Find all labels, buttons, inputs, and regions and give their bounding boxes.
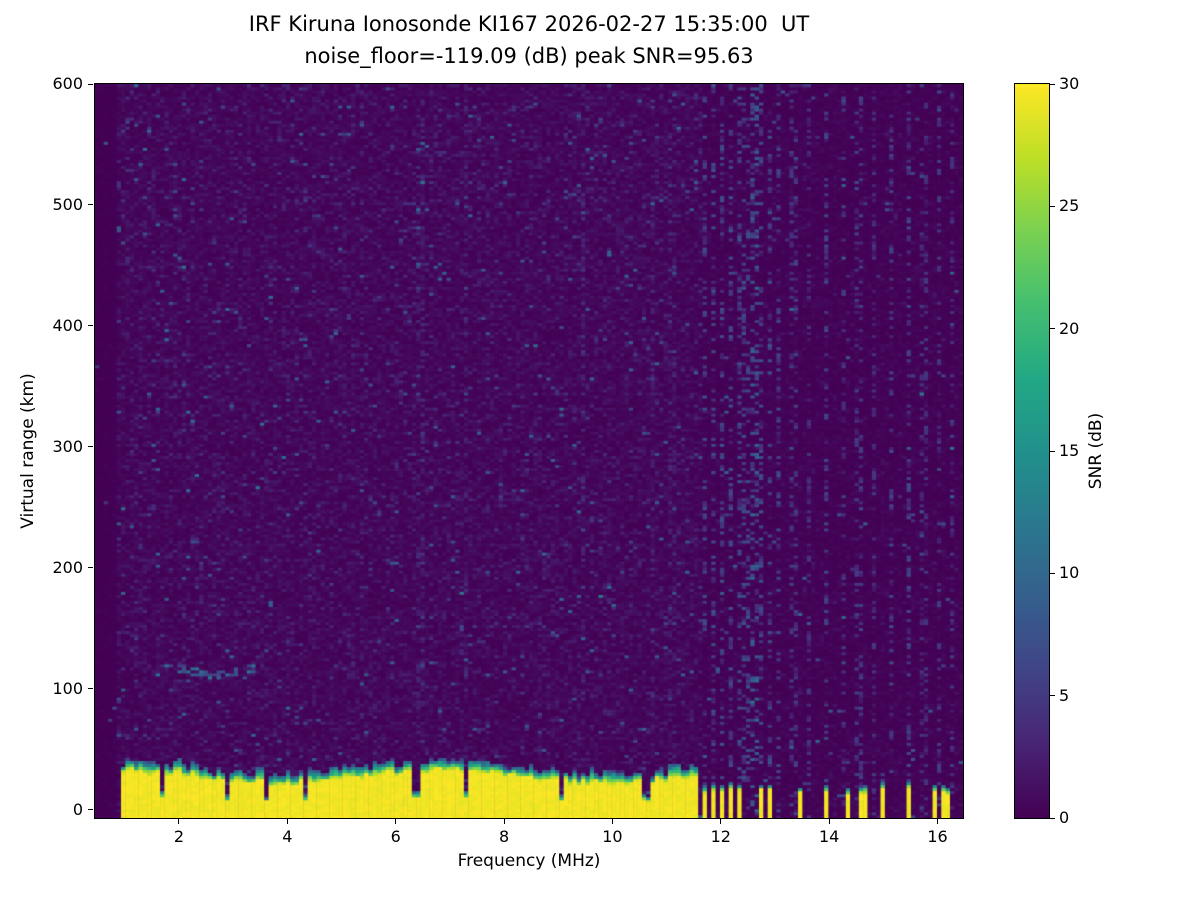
y-tick-label: 400 [52,315,83,335]
colorbar-tick-label: 15 [1059,441,1080,460]
colorbar-tick-label: 30 [1059,74,1080,93]
ionogram-heatmap-canvas [95,84,963,818]
y-tick-mark [88,83,93,85]
y-tick-mark [88,446,93,448]
x-tick-mark [178,819,180,824]
colorbar-tick-label: 10 [1059,563,1080,583]
x-tick-label: 6 [390,827,401,846]
x-tick-mark [395,819,397,824]
colorbar-tick-mark [1050,205,1055,207]
x-axis-label: Frequency (MHz) [457,851,601,871]
colorbar-tick-mark [1050,572,1055,574]
y-tick-mark [88,809,93,811]
colorbar-tick-label: 0 [1059,808,1070,827]
x-tick-mark [828,819,830,824]
x-tick-label: 4 [282,827,293,846]
y-tick-label: 0 [72,799,83,819]
plot-area [94,83,964,819]
x-tick-mark [720,819,722,824]
colorbar-tick-label: 5 [1059,685,1070,705]
y-tick-label: 600 [52,74,83,93]
colorbar-tick-mark [1050,695,1055,697]
colorbar-tick-label: 20 [1059,318,1080,338]
y-tick-mark [88,688,93,690]
x-tick-label: 10 [602,827,623,846]
x-tick-label: 12 [710,827,731,846]
colorbar-tick-mark [1050,83,1055,85]
colorbar-tick-mark [1050,450,1055,452]
chart-subtitle: noise_floor=-119.09 (dB) peak SNR=95.63 [304,44,754,68]
y-tick-label: 500 [52,194,83,214]
y-tick-label: 300 [52,436,83,456]
colorbar-tick-mark [1050,328,1055,330]
y-tick-label: 100 [52,678,83,698]
y-tick-mark [88,204,93,206]
x-tick-mark [503,819,505,824]
x-tick-label: 8 [498,827,510,846]
x-tick-label: 14 [818,827,840,846]
y-tick-label: 200 [52,557,83,577]
x-tick-label: 16 [927,827,948,846]
colorbar-tick-mark [1050,817,1055,819]
chart-title: IRF Kiruna Ionosonde KI167 2026-02-27 15… [248,12,810,36]
colorbar-tick-label: 25 [1059,196,1080,216]
colorbar-canvas [1015,84,1049,818]
x-tick-mark [937,819,939,824]
colorbar [1014,83,1050,819]
y-tick-mark [88,567,93,569]
y-tick-mark [88,325,93,327]
x-tick-label: 2 [173,827,185,846]
x-tick-mark [611,819,613,824]
x-tick-mark [286,819,288,824]
